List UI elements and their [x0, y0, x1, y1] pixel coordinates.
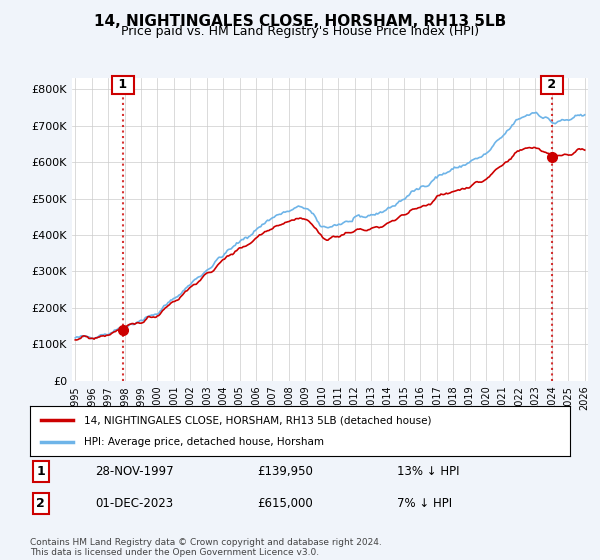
Text: 14, NIGHTINGALES CLOSE, HORSHAM, RH13 5LB (detached house): 14, NIGHTINGALES CLOSE, HORSHAM, RH13 5L… — [84, 415, 431, 425]
Text: 1: 1 — [37, 465, 45, 478]
Text: 13% ↓ HPI: 13% ↓ HPI — [397, 465, 460, 478]
Text: 2: 2 — [37, 497, 45, 510]
Text: 1: 1 — [115, 78, 132, 91]
Text: £615,000: £615,000 — [257, 497, 313, 510]
Text: 14, NIGHTINGALES CLOSE, HORSHAM, RH13 5LB: 14, NIGHTINGALES CLOSE, HORSHAM, RH13 5L… — [94, 14, 506, 29]
Text: Contains HM Land Registry data © Crown copyright and database right 2024.
This d: Contains HM Land Registry data © Crown c… — [30, 538, 382, 557]
Text: HPI: Average price, detached house, Horsham: HPI: Average price, detached house, Hors… — [84, 437, 324, 447]
Text: 01-DEC-2023: 01-DEC-2023 — [95, 497, 173, 510]
Text: 28-NOV-1997: 28-NOV-1997 — [95, 465, 173, 478]
Text: 2: 2 — [543, 78, 560, 91]
Text: 7% ↓ HPI: 7% ↓ HPI — [397, 497, 452, 510]
Text: £139,950: £139,950 — [257, 465, 313, 478]
Text: Price paid vs. HM Land Registry's House Price Index (HPI): Price paid vs. HM Land Registry's House … — [121, 25, 479, 38]
